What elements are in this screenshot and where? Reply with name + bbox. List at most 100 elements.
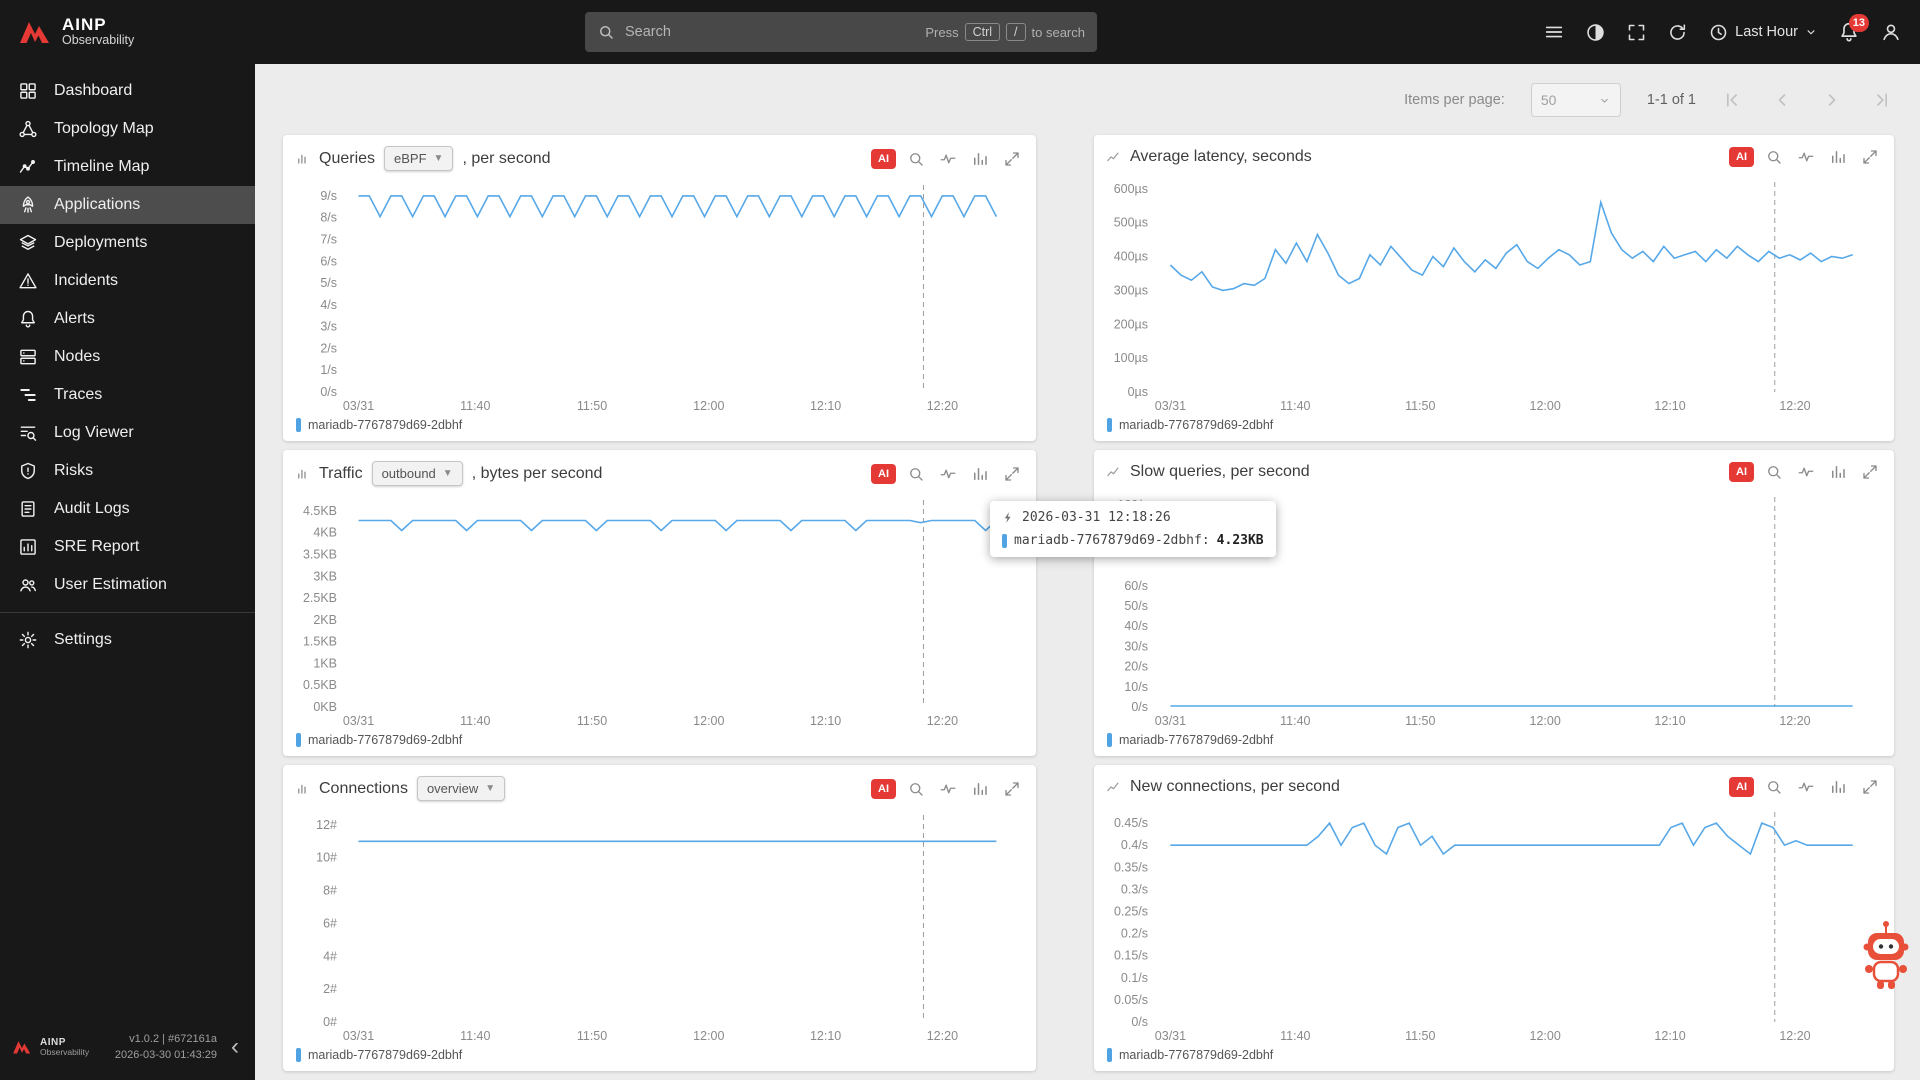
legend-item[interactable]: mariadb-7767879d69-2dbhf xyxy=(1094,733,1894,756)
panel-slow-queries: Slow queries, per second AI 100/s60/s50/… xyxy=(1094,450,1894,756)
inspect-button[interactable] xyxy=(1762,146,1786,168)
sidebar-item-audit-logs[interactable]: Audit Logs xyxy=(0,490,255,528)
svg-text:60/s: 60/s xyxy=(1124,579,1148,593)
pagination-range: 1-1 of 1 xyxy=(1646,92,1696,108)
fullscreen-button[interactable] xyxy=(1626,22,1647,43)
anomaly-button[interactable] xyxy=(1794,146,1818,168)
sidebar-item-log-viewer[interactable]: Log Viewer xyxy=(0,414,255,452)
chart-mode-button[interactable] xyxy=(1826,461,1850,483)
sidebar-item-traces[interactable]: Traces xyxy=(0,376,255,414)
legend-item[interactable]: mariadb-7767879d69-2dbhf xyxy=(283,733,1036,756)
svg-text:12:20: 12:20 xyxy=(1779,399,1810,413)
expand-button[interactable] xyxy=(1000,463,1024,485)
sidebar-item-alerts[interactable]: Alerts xyxy=(0,300,255,338)
svg-text:4#: 4# xyxy=(323,949,337,963)
traffic-chart[interactable]: 4.5KB 4KB 3.5KB 3KB 2.5KB 2KB 1.5KB 1KB 0.5KB 0KB… xyxy=(283,488,1036,733)
expand-button[interactable] xyxy=(1858,146,1882,168)
user-profile-button[interactable] xyxy=(1880,21,1902,43)
anomaly-button[interactable] xyxy=(936,148,960,170)
legend-item[interactable]: mariadb-7767879d69-2dbhf xyxy=(283,1048,1036,1071)
theme-toggle-button[interactable] xyxy=(1585,22,1606,43)
previous-page-button[interactable] xyxy=(1772,90,1792,110)
sidebar-item-deployments[interactable]: Deployments xyxy=(0,224,255,262)
svg-text:2KB: 2KB xyxy=(313,613,337,627)
sidebar: Dashboard Topology Map Timeline Map Appl… xyxy=(0,64,255,1080)
brand-name: AINP xyxy=(62,14,107,34)
ai-insights-button[interactable]: AI xyxy=(1729,147,1754,167)
chart-mode-button[interactable] xyxy=(968,778,992,800)
sidebar-item-settings[interactable]: Settings xyxy=(0,621,255,659)
first-page-button[interactable] xyxy=(1722,90,1742,110)
traffic-direction-select[interactable]: outbound ▼ xyxy=(371,461,463,486)
next-page-button[interactable] xyxy=(1822,90,1842,110)
ai-insights-button[interactable]: AI xyxy=(1729,462,1754,482)
expand-button[interactable] xyxy=(1858,776,1882,798)
svg-text:12:10: 12:10 xyxy=(810,1029,841,1043)
charts-grid: Queries eBPF ▼ , per second AI 9/s 8/s 7/s 6… xyxy=(283,135,1920,1071)
legend-item[interactable]: mariadb-7767879d69-2dbhf xyxy=(1094,1048,1894,1071)
ai-insights-button[interactable]: AI xyxy=(871,463,896,484)
assistant-mascot[interactable] xyxy=(1855,919,1917,993)
inspect-button[interactable] xyxy=(904,148,928,170)
page-size-select[interactable]: 50 xyxy=(1530,83,1621,117)
anomaly-button[interactable] xyxy=(1794,776,1818,798)
refresh-button[interactable] xyxy=(1667,22,1688,43)
queries-chart[interactable]: 9/s 8/s 7/s 6/s 5/s 4/s 3/s 2/s 1/s 0/s 03/31 11:40… xyxy=(283,173,1036,418)
svg-text:1KB: 1KB xyxy=(313,656,337,670)
sidebar-collapse-button[interactable]: ‹ xyxy=(231,1033,239,1060)
sidebar-item-applications[interactable]: Applications xyxy=(0,186,255,224)
inspect-button[interactable] xyxy=(1762,461,1786,483)
ai-insights-button[interactable]: AI xyxy=(871,778,896,799)
inspect-button[interactable] xyxy=(904,463,928,485)
trace-waterfall-icon xyxy=(17,385,39,405)
sidebar-item-timeline-map[interactable]: Timeline Map xyxy=(0,148,255,186)
inspect-button[interactable] xyxy=(904,778,928,800)
connections-view-select[interactable]: overview ▼ xyxy=(416,776,506,801)
pagination-bar: Items per page: 50 1-1 of 1 xyxy=(255,80,1892,120)
svg-text:12:20: 12:20 xyxy=(927,714,958,728)
svg-text:12:10: 12:10 xyxy=(1654,714,1685,728)
connections-chart[interactable]: 12# 10# 8# 6# 4# 2# 0# 03/31 11:40 11:50 12:00 12:1… xyxy=(283,803,1036,1048)
time-range-selector[interactable]: Last Hour xyxy=(1708,22,1818,43)
ai-insights-button[interactable]: AI xyxy=(871,148,896,169)
sidebar-item-incidents[interactable]: Incidents xyxy=(0,262,255,300)
chart-mode-button[interactable] xyxy=(1826,146,1850,168)
notifications-button[interactable]: 13 xyxy=(1838,14,1869,43)
fullscreen-icon xyxy=(1628,24,1645,40)
sidebar-item-sre-report[interactable]: SRE Report xyxy=(0,528,255,566)
last-page-button[interactable] xyxy=(1872,90,1892,110)
inspect-button[interactable] xyxy=(1762,776,1786,798)
search-input[interactable] xyxy=(625,24,916,40)
ai-insights-button[interactable]: AI xyxy=(1729,777,1754,797)
global-search: Press Ctrl / to search xyxy=(585,12,1097,52)
chevron-down-icon: ▼ xyxy=(433,153,444,164)
legend-item[interactable]: mariadb-7767879d69-2dbhf xyxy=(283,418,1036,441)
sidebar-item-topology-map[interactable]: Topology Map xyxy=(0,110,255,148)
chart-mode-button[interactable] xyxy=(1826,776,1850,798)
svg-text:11:50: 11:50 xyxy=(1405,1029,1435,1043)
anomaly-button[interactable] xyxy=(1794,461,1818,483)
svg-text:6#: 6# xyxy=(323,916,337,930)
chart-mode-button[interactable] xyxy=(968,148,992,170)
sidebar-item-risks[interactable]: Risks xyxy=(0,452,255,490)
anomaly-button[interactable] xyxy=(936,463,960,485)
menu-button[interactable] xyxy=(1543,21,1565,43)
svg-text:0/s: 0/s xyxy=(1131,700,1148,714)
anomaly-button[interactable] xyxy=(936,778,960,800)
legend-item[interactable]: mariadb-7767879d69-2dbhf xyxy=(1094,418,1894,441)
average-latency-chart[interactable]: 600µs 500µs 400µs 300µs 200µs 100µs 0µs 03/31 11… xyxy=(1094,170,1894,418)
svg-text:2#: 2# xyxy=(323,982,337,996)
sidebar-item-nodes[interactable]: Nodes xyxy=(0,338,255,376)
expand-button[interactable] xyxy=(1000,148,1024,170)
sidebar-item-dashboard[interactable]: Dashboard xyxy=(0,72,255,110)
new-connections-chart[interactable]: 0.45/s 0.4/s 0.35/s 0.3/s 0.25/s 0.2/s 0.15/s 0… xyxy=(1094,800,1894,1048)
queries-source-select[interactable]: eBPF ▼ xyxy=(384,146,454,171)
main-content: Items per page: 50 1-1 of 1 Queries eBPF… xyxy=(255,64,1920,1080)
sidebar-item-user-estimation[interactable]: User Estimation xyxy=(0,566,255,604)
chart-mode-button[interactable] xyxy=(968,463,992,485)
svg-text:0.15/s: 0.15/s xyxy=(1114,949,1148,963)
expand-button[interactable] xyxy=(1858,461,1882,483)
expand-button[interactable] xyxy=(1000,778,1024,800)
chevron-down-icon xyxy=(1807,30,1815,35)
svg-text:03/31: 03/31 xyxy=(1155,399,1186,413)
